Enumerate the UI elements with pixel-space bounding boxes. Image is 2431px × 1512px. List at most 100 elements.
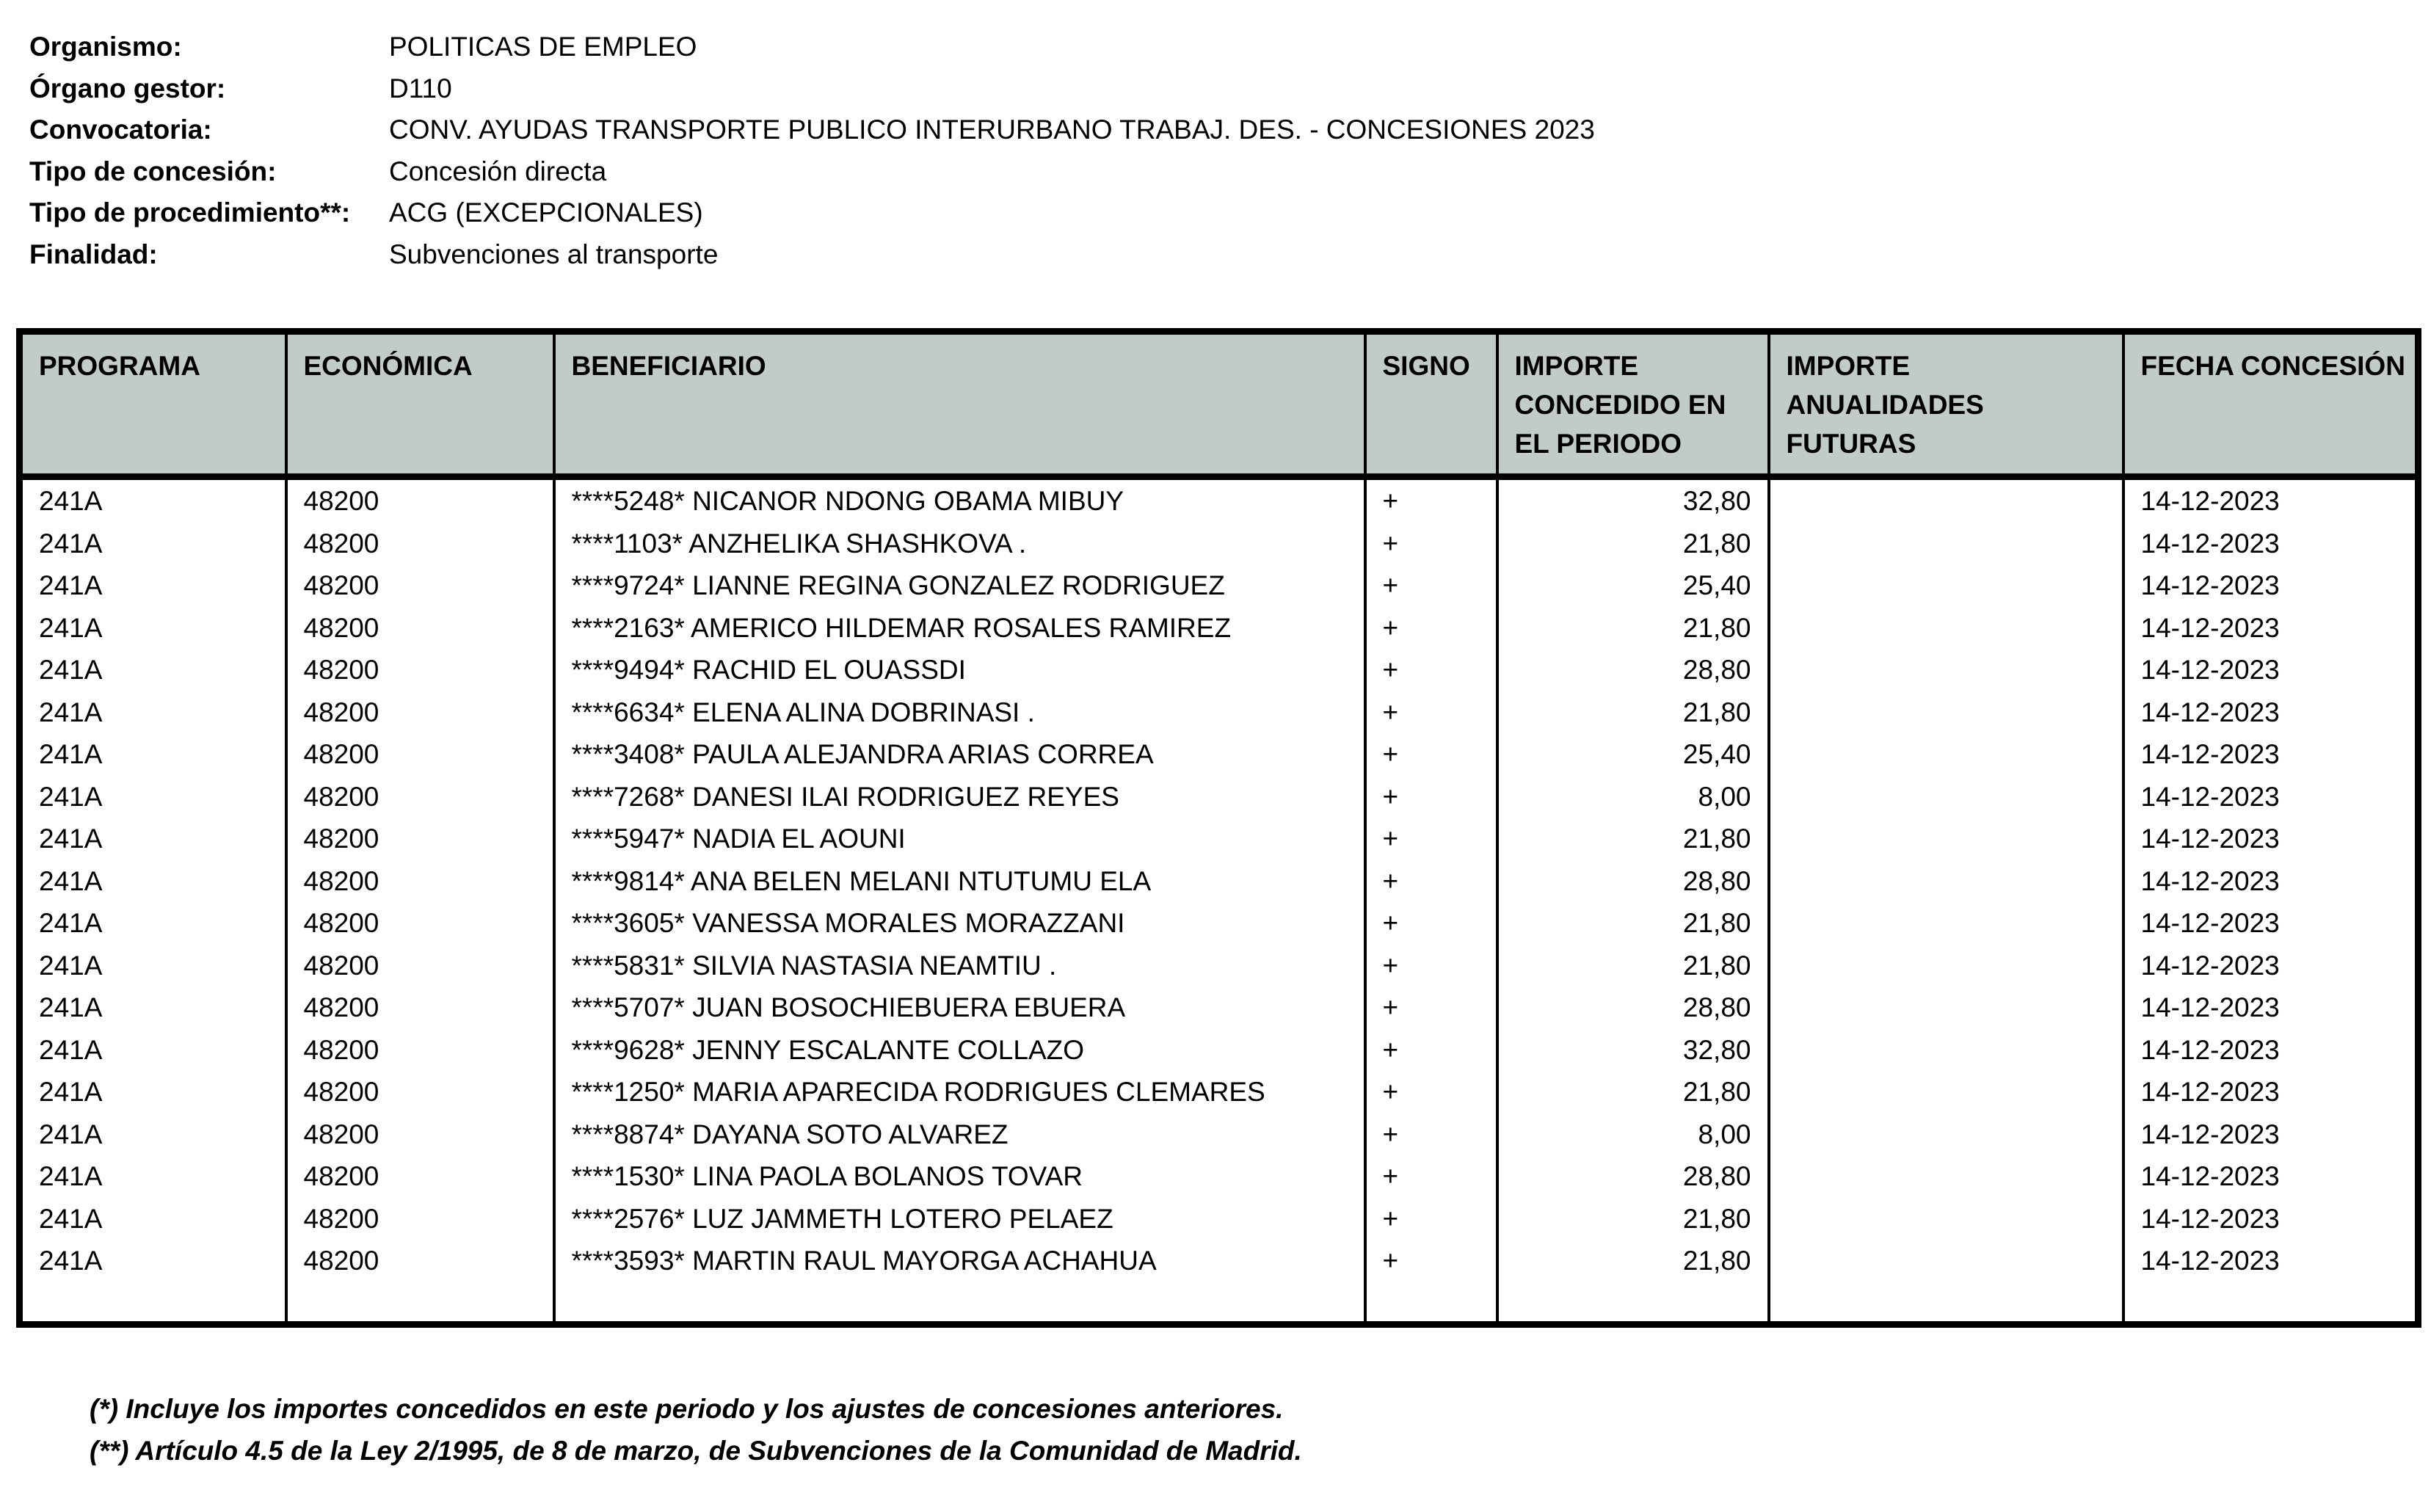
cell-importe-periodo: 32,80: [1495, 476, 1770, 523]
cell-signo: +: [1363, 522, 1499, 564]
footnote-double-asterisk: (**) Artículo 4.5 de la Ley 2/1995, de 8…: [90, 1436, 1302, 1466]
cell-beneficiario: ****3408* PAULA ALEJANDRA ARIAS CORREA: [552, 733, 1367, 776]
cell-importe-anualidades: [1767, 775, 2125, 818]
cell-economica: 48200: [284, 944, 556, 986]
meta-value: Concesión directa: [389, 156, 607, 186]
cell-importe-anualidades: [1767, 818, 2125, 860]
cell-signo: +: [1363, 775, 1499, 818]
cell-programa: 241A: [18, 733, 288, 776]
cell-importe-periodo: 28,80: [1495, 649, 1770, 691]
cell-economica: 48200: [284, 649, 556, 691]
cell-importe-anualidades: [1767, 1240, 2125, 1282]
cell-importe-anualidades: [1767, 733, 2125, 776]
table-row: 241A 48200 ****8874* DAYANA SOTO ALVAREZ…: [18, 1113, 2420, 1155]
cell-programa: 241A: [18, 649, 288, 691]
meta-value: POLITICAS DE EMPLEO: [389, 32, 697, 62]
cell-economica: 48200: [284, 775, 556, 818]
cell-beneficiario: ****2163* AMERICO HILDEMAR ROSALES RAMIR…: [552, 606, 1367, 649]
cell-programa: 241A: [18, 986, 288, 1029]
table-row: 241A 48200 ****1530* LINA PAOLA BOLANOS …: [18, 1155, 2420, 1198]
cell-programa: 241A: [18, 476, 288, 523]
cell-beneficiario: ****9494* RACHID EL OUASSDI: [552, 649, 1367, 691]
cell-beneficiario: ****8874* DAYANA SOTO ALVAREZ: [552, 1113, 1367, 1155]
cell-importe-anualidades: [1767, 1113, 2125, 1155]
table-row: 241A 48200 ****5947* NADIA EL AOUNI + 21…: [18, 818, 2420, 860]
cell-importe-periodo: 8,00: [1495, 775, 1770, 818]
meta-label: Órgano gestor:: [29, 73, 226, 103]
cell-economica: 48200: [284, 902, 556, 945]
cell-fecha-concesion: 14-12-2023: [2121, 1113, 2420, 1155]
cell-fecha-concesion: 14-12-2023: [2121, 1071, 2420, 1113]
cell-importe-anualidades: [1767, 1197, 2125, 1240]
cell-economica: 48200: [284, 1071, 556, 1113]
cell-signo: +: [1363, 1113, 1499, 1155]
cell-economica: 48200: [284, 1240, 556, 1282]
cell-importe-periodo: 21,80: [1495, 606, 1770, 649]
cell-importe-anualidades: [1767, 691, 2125, 733]
cell-beneficiario: ****3593* MARTIN RAUL MAYORGA ACHAHUA: [552, 1240, 1367, 1282]
table-row: 241A 48200 ****3605* VANESSA MORALES MOR…: [18, 902, 2420, 945]
cell-fecha-concesion: 14-12-2023: [2121, 564, 2420, 607]
cell-economica: 48200: [284, 1155, 556, 1198]
cell-signo: +: [1363, 733, 1499, 776]
cell-fecha-concesion: 14-12-2023: [2121, 1197, 2420, 1240]
cell-signo: +: [1363, 1071, 1499, 1113]
cell-programa: 241A: [18, 522, 288, 564]
cell-economica: 48200: [284, 1113, 556, 1155]
cell-beneficiario: ****5707* JUAN BOSOCHIEBUERA EBUERA: [552, 986, 1367, 1029]
cell-economica: 48200: [284, 522, 556, 564]
document-meta: Organismo: POLITICAS DE EMPLEO Órgano ge…: [29, 26, 1595, 275]
cell-signo: +: [1363, 1240, 1499, 1282]
cell-beneficiario: ****5248* NICANOR NDONG OBAMA MIBUY: [552, 476, 1367, 523]
cell-programa: 241A: [18, 944, 288, 986]
table-row: 241A 48200 ****5831* SILVIA NASTASIA NEA…: [18, 944, 2420, 986]
meta-row-organo-gestor: Órgano gestor: D110: [29, 68, 1595, 110]
cell-programa: 241A: [18, 902, 288, 945]
cell-importe-anualidades: [1767, 902, 2125, 945]
meta-label: Finalidad:: [29, 239, 158, 269]
cell-importe-periodo: 21,80: [1495, 818, 1770, 860]
cell-signo: +: [1363, 649, 1499, 691]
cell-programa: 241A: [18, 1197, 288, 1240]
cell-importe-anualidades: [1767, 1155, 2125, 1198]
cell-beneficiario: ****1250* MARIA APARECIDA RODRIGUES CLEM…: [552, 1071, 1367, 1113]
meta-row-organismo: Organismo: POLITICAS DE EMPLEO: [29, 26, 1595, 68]
cell-signo: +: [1363, 944, 1499, 986]
meta-row-tipo-concesion: Tipo de concesión: Concesión directa: [29, 151, 1595, 193]
cell-importe-periodo: 21,80: [1495, 944, 1770, 986]
cell-importe-periodo: 32,80: [1495, 1028, 1770, 1071]
cell-economica: 48200: [284, 986, 556, 1029]
cell-importe-anualidades: [1767, 1028, 2125, 1071]
cell-importe-anualidades: [1767, 564, 2125, 607]
table-row: 241A 48200 ****5707* JUAN BOSOCHIEBUERA …: [18, 986, 2420, 1029]
cell-programa: 241A: [18, 859, 288, 902]
cell-beneficiario: ****5947* NADIA EL AOUNI: [552, 818, 1367, 860]
cell-signo: +: [1363, 986, 1499, 1029]
cell-programa: 241A: [18, 1113, 288, 1155]
meta-label: Convocatoria:: [29, 115, 212, 145]
table-row: 241A 48200 ****5248* NICANOR NDONG OBAMA…: [18, 476, 2420, 523]
cell-fecha-concesion: 14-12-2023: [2121, 649, 2420, 691]
cell-fecha-concesion: 14-12-2023: [2121, 859, 2420, 902]
cell-signo: +: [1363, 476, 1499, 523]
cell-fecha-concesion: 14-12-2023: [2121, 1240, 2420, 1282]
meta-label: Tipo de procedimiento**:: [29, 197, 351, 228]
table-row: 241A 48200 ****3593* MARTIN RAUL MAYORGA…: [18, 1240, 2420, 1282]
cell-fecha-concesion: 14-12-2023: [2121, 522, 2420, 564]
table-row: 241A 48200 ****2576* LUZ JAMMETH LOTERO …: [18, 1197, 2420, 1240]
cell-signo: +: [1363, 564, 1499, 607]
cell-economica: 48200: [284, 859, 556, 902]
cell-beneficiario: ****7268* DANESI ILAI RODRIGUEZ REYES: [552, 775, 1367, 818]
cell-programa: 241A: [18, 1028, 288, 1071]
cell-importe-anualidades: [1767, 1071, 2125, 1113]
table-filler-row: [18, 1282, 2420, 1324]
table-header-row: PROGRAMA ECONÓMICA BENEFICIARIO SIGNO IM…: [18, 331, 2420, 480]
cell-fecha-concesion: 14-12-2023: [2121, 775, 2420, 818]
column-header-beneficiario: BENEFICIARIO: [552, 331, 1367, 480]
table-row: 241A 48200 ****9494* RACHID EL OUASSDI +…: [18, 649, 2420, 691]
cell-importe-periodo: 25,40: [1495, 733, 1770, 776]
table-row: 241A 48200 ****9628* JENNY ESCALANTE COL…: [18, 1028, 2420, 1071]
cell-beneficiario: ****9724* LIANNE REGINA GONZALEZ RODRIGU…: [552, 564, 1367, 607]
cell-economica: 48200: [284, 1197, 556, 1240]
cell-importe-anualidades: [1767, 606, 2125, 649]
